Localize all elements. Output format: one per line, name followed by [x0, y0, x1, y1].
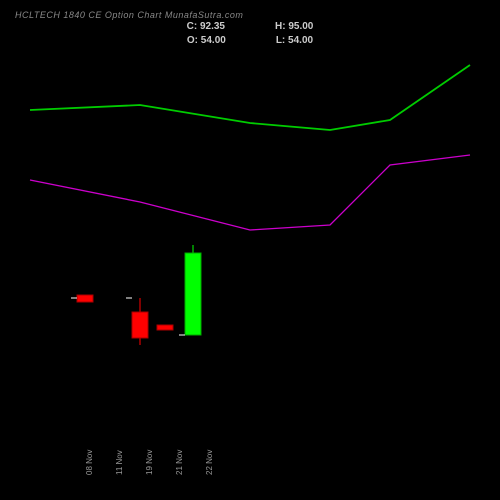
ohlc-high: H: 95.00 — [275, 20, 313, 34]
chart-canvas — [30, 50, 470, 420]
candle-body — [157, 325, 173, 330]
candle-body — [132, 312, 148, 338]
candle-body — [77, 295, 93, 302]
x-axis-tick-label: 11 Nov — [115, 450, 124, 475]
x-axis-labels: 08 Nov 11 Nov 19 Nov 21 Nov 22 Nov — [30, 425, 470, 485]
x-axis-tick-label: 19 Nov — [145, 450, 154, 475]
candle-body — [185, 253, 201, 335]
lower-band-line — [30, 155, 470, 230]
chart-title: HCLTECH 1840 CE Option Chart MunafaSutra… — [15, 10, 243, 20]
x-axis-tick-label: 22 Nov — [205, 450, 214, 475]
ohlc-open: O: 54.00 — [187, 34, 226, 48]
x-axis-tick-label: 08 Nov — [85, 450, 94, 475]
ohlc-close: C: 92.35 — [187, 20, 225, 34]
ohlc-low: L: 54.00 — [276, 34, 313, 48]
x-axis-tick-label: 21 Nov — [175, 450, 184, 475]
ohlc-display: C: 92.35 H: 95.00 O: 54.00 L: 54.00 — [0, 20, 500, 48]
upper-band-line — [30, 65, 470, 130]
